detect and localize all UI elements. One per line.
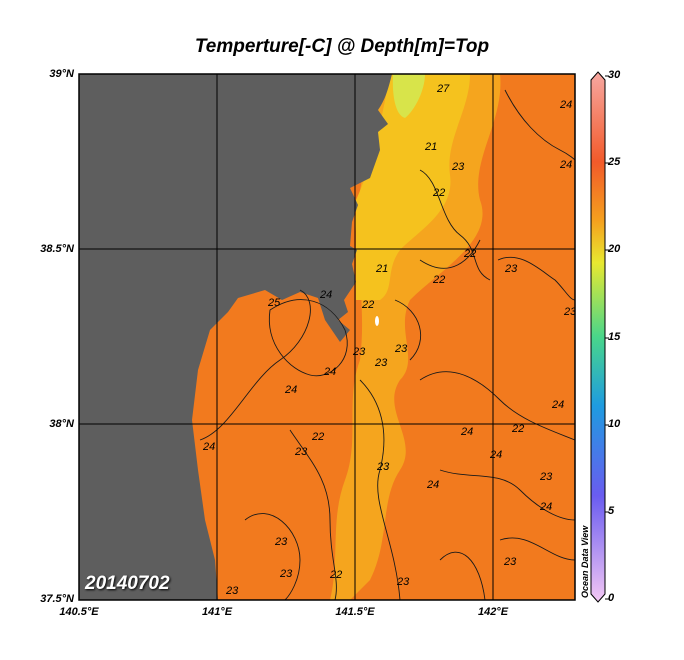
contour-line [419, 239, 481, 269]
contour-label: 24 [426, 479, 439, 491]
lon-tick-label: 141°E [201, 606, 233, 618]
contour-label: 24 [319, 289, 332, 301]
contour-line [497, 256, 575, 301]
lat-tick-label: 38.5°N [40, 243, 74, 255]
contour-label: 24 [323, 366, 336, 378]
contour-label: 23 [374, 357, 388, 369]
colorbar-label: 5 [608, 505, 615, 517]
colorbar-label: 15 [608, 331, 621, 343]
lat-tick-label: 39°N [49, 68, 74, 80]
contour-label: 22 [432, 187, 445, 199]
contour-label: 24 [559, 99, 572, 111]
contour-label: 24 [539, 501, 552, 513]
contour-line [499, 537, 575, 561]
contour-label: 23 [503, 556, 517, 568]
contour-label: 23 [539, 471, 553, 483]
contour-line [289, 429, 337, 600]
contour-label: 24 [202, 441, 215, 453]
contour-label: 23 [451, 161, 465, 173]
contour-label: 22 [329, 569, 342, 581]
contour-label: 24 [559, 159, 572, 171]
contour-label: 27 [436, 83, 450, 95]
colorbar-label: 25 [608, 156, 621, 168]
map-title: Temperture[-C] @ Depth[m]=Top [194, 36, 490, 57]
contour-line [439, 469, 575, 521]
colorbar-label: 0 [608, 592, 615, 604]
contour-label: 23 [279, 568, 293, 580]
lon-tick-label: 140.5°E [59, 606, 99, 618]
contour-line [244, 513, 301, 600]
contour-label: 22 [311, 431, 324, 443]
contour-label: 23 [563, 306, 577, 318]
contour-line [419, 371, 575, 441]
lon-tick-label: 142°E [477, 606, 509, 618]
contour-label: 24 [489, 449, 502, 461]
credit-label: Ocean Data View [580, 525, 590, 598]
contour-label: 25 [267, 297, 281, 309]
contour-line [268, 299, 348, 377]
contour-label: 23 [294, 446, 308, 458]
contour-label: 21 [375, 263, 388, 275]
island [375, 316, 379, 326]
contour-line [394, 299, 422, 361]
colorbar-label: 30 [608, 69, 621, 81]
lat-tick-label: 38°N [49, 418, 74, 430]
sea-cool-zone [356, 74, 470, 300]
contour-label: 22 [463, 248, 476, 260]
colorbar [590, 71, 606, 603]
contour-label: 22 [432, 274, 445, 286]
contour-label: 24 [460, 426, 473, 438]
lat-tick-label: 37.5°N [40, 593, 74, 605]
land-mass [79, 74, 392, 600]
contour-label: 24 [284, 384, 297, 396]
contour-label: 21 [424, 141, 437, 153]
lon-tick-label: 141.5°E [335, 606, 375, 618]
plot-frame [78, 73, 576, 601]
contour-label: 23 [376, 461, 390, 473]
contour-line [504, 89, 575, 161]
contour-label: 23 [274, 536, 288, 548]
contour-line [439, 551, 486, 600]
contour-label: 23 [225, 585, 239, 597]
contour-label: 22 [361, 299, 374, 311]
contour-label: 24 [551, 399, 564, 411]
contour-label: 22 [511, 423, 524, 435]
contour-label: 23 [394, 343, 408, 355]
contour-label: 23 [504, 263, 518, 275]
date-label: 20140702 [85, 573, 170, 594]
colorbar-label: 10 [608, 418, 621, 430]
contour-line [419, 169, 491, 281]
contour-label: 23 [396, 576, 410, 588]
contour-line [359, 379, 401, 600]
contour-label: 23 [352, 346, 366, 358]
colorbar-label: 20 [608, 243, 621, 255]
sea-coldest-zone [392, 74, 425, 118]
